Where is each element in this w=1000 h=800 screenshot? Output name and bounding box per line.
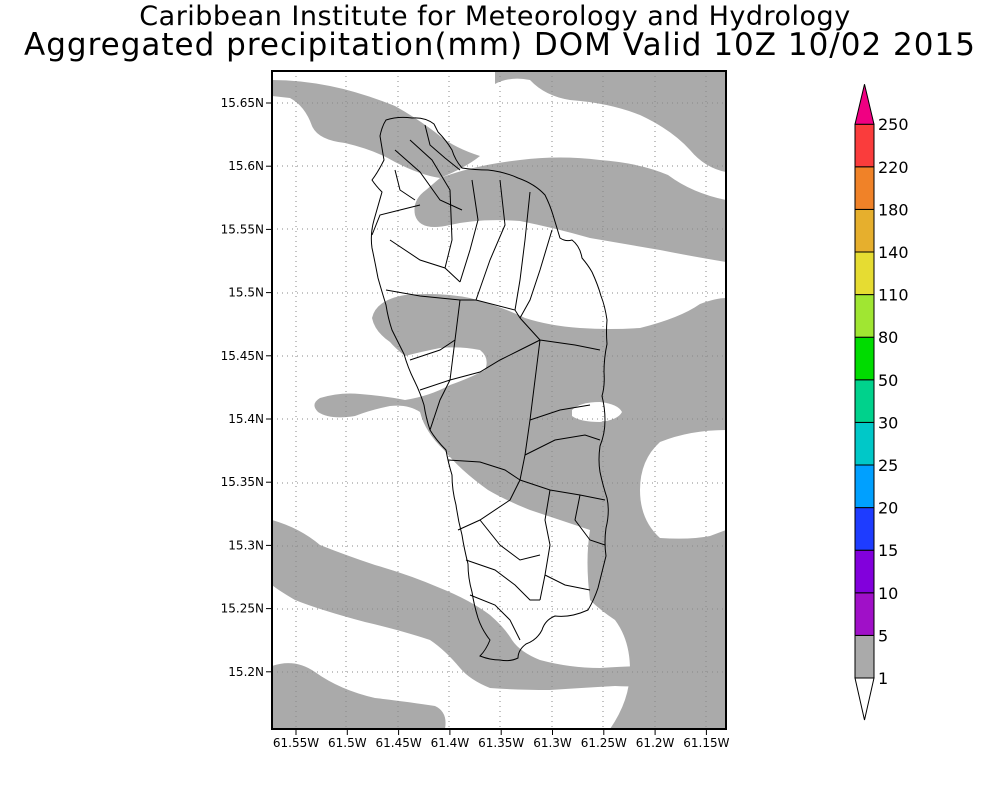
colorbar-swatch	[854, 251, 875, 296]
catchment-boundary	[514, 191, 531, 311]
catchment-boundary	[419, 339, 541, 391]
map-grid	[272, 71, 726, 729]
colorbar-swatch	[854, 634, 875, 679]
precip-area	[272, 663, 446, 729]
precip-area	[272, 80, 480, 178]
colorbar-label: 110	[878, 286, 909, 305]
colorbar-swatch	[854, 294, 875, 338]
lat-tick-label: 15.5N	[228, 286, 264, 300]
precip-area	[414, 157, 726, 262]
colorbar-swatch	[854, 421, 875, 466]
colorbar-label: 180	[878, 200, 909, 219]
catchment-boundary	[459, 179, 479, 283]
lon-tick-label: 61.4W	[431, 736, 470, 750]
colorbar-swatch	[854, 123, 875, 168]
colorbar-label: 20	[878, 499, 898, 518]
catchment-boundary	[457, 479, 521, 531]
lon-tick-label: 61.3W	[533, 736, 572, 750]
colorbar-swatch	[854, 464, 875, 509]
colorbar-swatch	[854, 549, 875, 594]
lat-tick-label: 15.25N	[221, 602, 264, 616]
lat-tick-label: 15.45N	[221, 349, 264, 363]
coastline	[370, 116, 609, 662]
catchment-boundary	[447, 459, 521, 481]
map-frame	[271, 70, 727, 730]
catchment-boundary	[519, 317, 601, 351]
catchment-boundary	[479, 519, 541, 561]
lon-tick-label: 61.55W	[273, 736, 319, 750]
precip-area	[272, 520, 663, 690]
latitude-axis: 15.65N 15.6N 15.55N 15.5N 15.45N 15.4N 15.35N 1…	[221, 96, 272, 679]
precip-gap	[572, 402, 622, 422]
colorbar-swatch	[854, 208, 875, 253]
map-subtitle: Aggregated precipitation(mm) DOM Valid 1…	[24, 27, 976, 63]
colorbar-swatch	[854, 592, 875, 636]
colorbar-label: 1	[878, 669, 888, 688]
catchment-boundary	[539, 489, 551, 601]
colorbar-swatch	[854, 379, 875, 423]
catchment-boundary	[424, 124, 461, 171]
catchment-boundary	[524, 434, 601, 456]
colorbar-swatch	[854, 336, 875, 381]
precip-shading	[272, 71, 726, 729]
lon-tick-label: 61.45W	[375, 736, 421, 750]
colorbar-label: 250	[878, 115, 909, 134]
catchment-boundary	[574, 494, 606, 546]
catchment-boundary	[394, 149, 463, 211]
colorbar-label: 30	[878, 413, 898, 432]
colorbar-swatch	[854, 507, 875, 551]
colorbar-swatch	[854, 166, 875, 210]
colorbar-upper-arrow	[854, 84, 875, 125]
colorbar-label: 80	[878, 328, 898, 347]
colorbar-lower-arrow	[854, 677, 875, 721]
colorbar-label: 50	[878, 371, 898, 390]
catchment-boundary	[519, 229, 553, 319]
catchment-boundary	[371, 204, 421, 236]
lon-tick-label: 61.15W	[683, 736, 729, 750]
colorbar-label: 5	[878, 626, 888, 645]
longitude-axis: 61.55W 61.5W 61.45W 61.4W 61.35W 61.3W 61.25W 6…	[273, 729, 730, 750]
colorbar-label: 15	[878, 541, 898, 560]
lat-tick-label: 15.55N	[221, 222, 264, 236]
colorbar-label: 25	[878, 456, 898, 475]
catchment-boundary	[544, 574, 591, 591]
catchment-boundary	[389, 239, 461, 283]
lat-tick-label: 15.65N	[221, 96, 264, 110]
catchment-boundary	[469, 594, 521, 641]
precip-area	[314, 294, 726, 729]
lon-tick-label: 61.35W	[478, 736, 524, 750]
lat-tick-label: 15.4N	[228, 412, 264, 426]
lon-tick-label: 61.25W	[581, 736, 627, 750]
lat-tick-label: 15.6N	[228, 159, 264, 173]
precip-area	[495, 71, 726, 172]
catchment-boundary	[529, 404, 591, 421]
catchment-boundary	[519, 479, 606, 501]
catchment-boundary	[475, 179, 506, 301]
island-dominica	[370, 116, 609, 662]
colorbar-label: 10	[878, 584, 898, 603]
lon-tick-label: 61.2W	[636, 736, 675, 750]
lon-tick-label: 61.5W	[328, 736, 367, 750]
catchment-boundary	[385, 289, 521, 319]
colorbar-label: 220	[878, 158, 909, 177]
colorbar-label: 140	[878, 243, 909, 262]
catchment-boundary	[394, 169, 416, 201]
catchment-boundary	[409, 339, 456, 361]
lat-tick-label: 15.3N	[228, 538, 264, 552]
catchment-boundary	[409, 139, 453, 269]
lat-tick-label: 15.2N	[228, 665, 264, 679]
catchment-boundary	[465, 559, 540, 601]
map-title: Caribbean Institute for Meteorology and …	[139, 1, 851, 32]
lat-tick-label: 15.35N	[221, 475, 264, 489]
